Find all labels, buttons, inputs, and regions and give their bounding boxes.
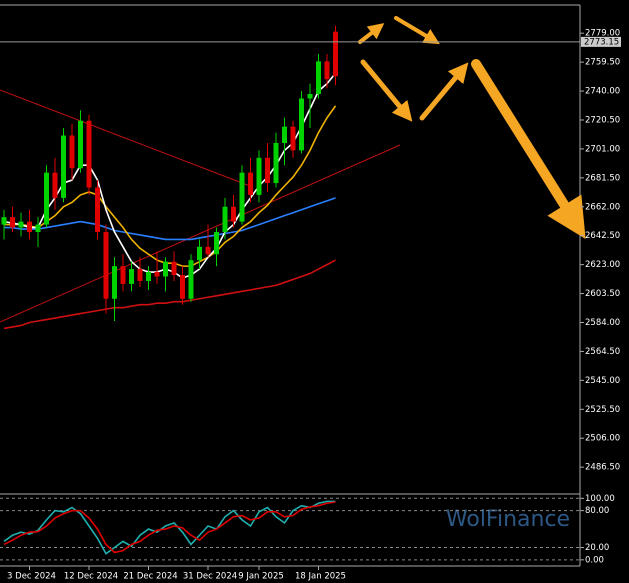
candle-body: [1, 217, 7, 225]
y-tick-label: 2545.00: [585, 376, 620, 386]
last-price-label: 2773.15: [584, 37, 619, 47]
candle-body: [188, 260, 194, 299]
x-tick-label: 9 Jan 2025: [238, 572, 284, 582]
y-tick-label: 2740.00: [585, 87, 620, 97]
candle-body: [307, 94, 313, 99]
arrow: [471, 59, 586, 239]
candle-body: [265, 157, 270, 184]
candle-body: [44, 172, 49, 225]
watermark: WolFinance: [446, 507, 570, 532]
y-tick-label: 2681.50: [585, 173, 620, 183]
y-tick-label: 2642.50: [585, 231, 620, 241]
x-tick-label: 12 Dec 2024: [64, 572, 118, 582]
candle-body: [231, 206, 236, 222]
arrow: [360, 59, 413, 122]
candle-body: [52, 172, 58, 198]
candle-body: [180, 275, 185, 299]
candle-body: [137, 269, 143, 281]
x-tick-label: 31 Dec 2024: [183, 572, 237, 582]
candle-body: [239, 172, 245, 222]
trend-line: [0, 89, 251, 187]
candle-body: [222, 206, 228, 232]
trend-line: [0, 144, 401, 323]
y-tick-label: 0.00: [585, 555, 604, 565]
candle-body: [120, 266, 126, 284]
candle-body: [256, 157, 262, 195]
candle-body: [205, 246, 211, 255]
candle-body: [316, 61, 321, 95]
candle-body: [273, 142, 279, 184]
arrow: [394, 16, 440, 45]
y-tick-label: 2525.50: [585, 405, 620, 415]
y-tick-label: 100.00: [585, 494, 615, 504]
series-line: [3, 259, 336, 330]
last-price-box: [581, 36, 621, 47]
candle-body: [129, 269, 134, 284]
y-tick-label: 2759.50: [585, 58, 620, 68]
series-line: [3, 500, 336, 555]
y-tick-label: 2701.00: [585, 144, 620, 154]
y-tick-label: 2603.50: [585, 289, 620, 299]
candle-body: [18, 221, 24, 228]
y-tick-label: 2779.00: [585, 29, 620, 39]
y-tick-label: 2623.00: [585, 260, 620, 270]
series-line: [4, 197, 336, 241]
candle-body: [214, 231, 219, 255]
candle-body: [333, 31, 338, 77]
y-tick-label: 2584.00: [585, 318, 620, 328]
series-line: [3, 501, 336, 554]
candle-body: [299, 98, 304, 151]
candle-body: [197, 246, 202, 261]
candle-body: [86, 120, 92, 188]
series-line: [3, 72, 337, 279]
y-tick-label: 20.00: [585, 543, 609, 553]
candle-body: [103, 231, 109, 299]
y-tick-label: 2506.00: [585, 434, 620, 444]
series-line: [4, 105, 337, 267]
candle-body: [146, 272, 151, 281]
candle-body: [282, 126, 287, 143]
candle-body: [324, 61, 330, 80]
candle-body: [35, 224, 41, 232]
candle-body: [171, 261, 177, 276]
candle-body: [27, 221, 32, 232]
y-tick-label: 2486.50: [585, 463, 620, 473]
candle-body: [248, 172, 253, 195]
candle-body: [10, 217, 15, 228]
y-tick-label: 80.00: [585, 506, 609, 516]
candle-body: [78, 120, 83, 169]
arrow: [358, 23, 385, 44]
arrow: [419, 62, 469, 121]
candle-body: [95, 187, 100, 232]
forecast-arrows: [358, 16, 586, 239]
x-tick-label: 3 Dec 2024: [7, 572, 56, 582]
candle-body: [290, 126, 296, 151]
x-tick-label: 18 Jan 2025: [295, 572, 346, 582]
y-tick-label: 2564.50: [585, 347, 620, 357]
candle-body: [61, 135, 66, 198]
candle-body: [163, 261, 168, 277]
y-tick-label: 2720.50: [585, 115, 620, 125]
candle-body: [112, 266, 117, 299]
y-tick-label: 2662.00: [585, 202, 620, 212]
x-tick-label: 21 Dec 2024: [123, 572, 177, 582]
candle-body: [69, 135, 75, 169]
candle-body: [154, 272, 160, 277]
